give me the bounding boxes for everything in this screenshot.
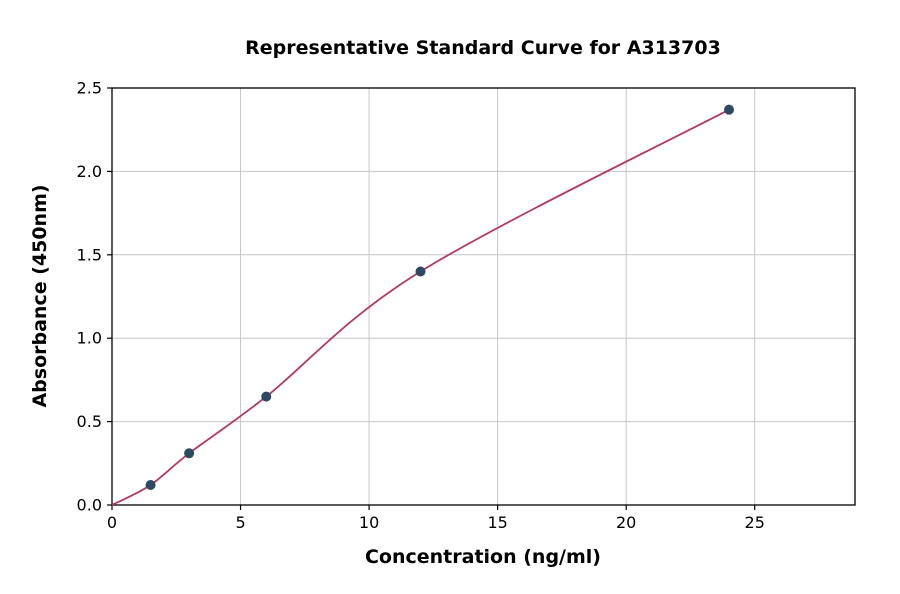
y-tick-label: 0.5 [77, 412, 102, 431]
y-tick-label: 2.0 [77, 162, 102, 181]
data-point [415, 266, 426, 277]
y-tick-label: 0.0 [77, 496, 102, 515]
data-point [184, 448, 195, 459]
fit-curve [111, 108, 730, 506]
x-tick-label: 20 [616, 513, 636, 532]
plot-border [111, 87, 856, 506]
x-tick-label: 15 [487, 513, 507, 532]
x-tick-label: 25 [745, 513, 765, 532]
x-tick-label: 5 [235, 513, 245, 532]
data-point [724, 104, 735, 115]
x-axis-label: Concentration (ng/ml) [365, 546, 601, 568]
y-axis-label: Absorbance (450nm) [29, 184, 51, 407]
x-tick-label: 0 [107, 513, 117, 532]
y-tick-label: 1.0 [77, 329, 102, 348]
plot-area: 0 5 10 15 20 25 0.0 0.5 1.0 1.5 2.0 2.5 [77, 79, 856, 532]
data-point [261, 391, 272, 402]
data-point [145, 479, 156, 490]
chart-title: Representative Standard Curve for A31370… [245, 37, 721, 59]
y-tick-label: 2.5 [77, 79, 102, 98]
x-tick-label: 10 [359, 513, 379, 532]
y-tick-label: 1.5 [77, 245, 102, 264]
